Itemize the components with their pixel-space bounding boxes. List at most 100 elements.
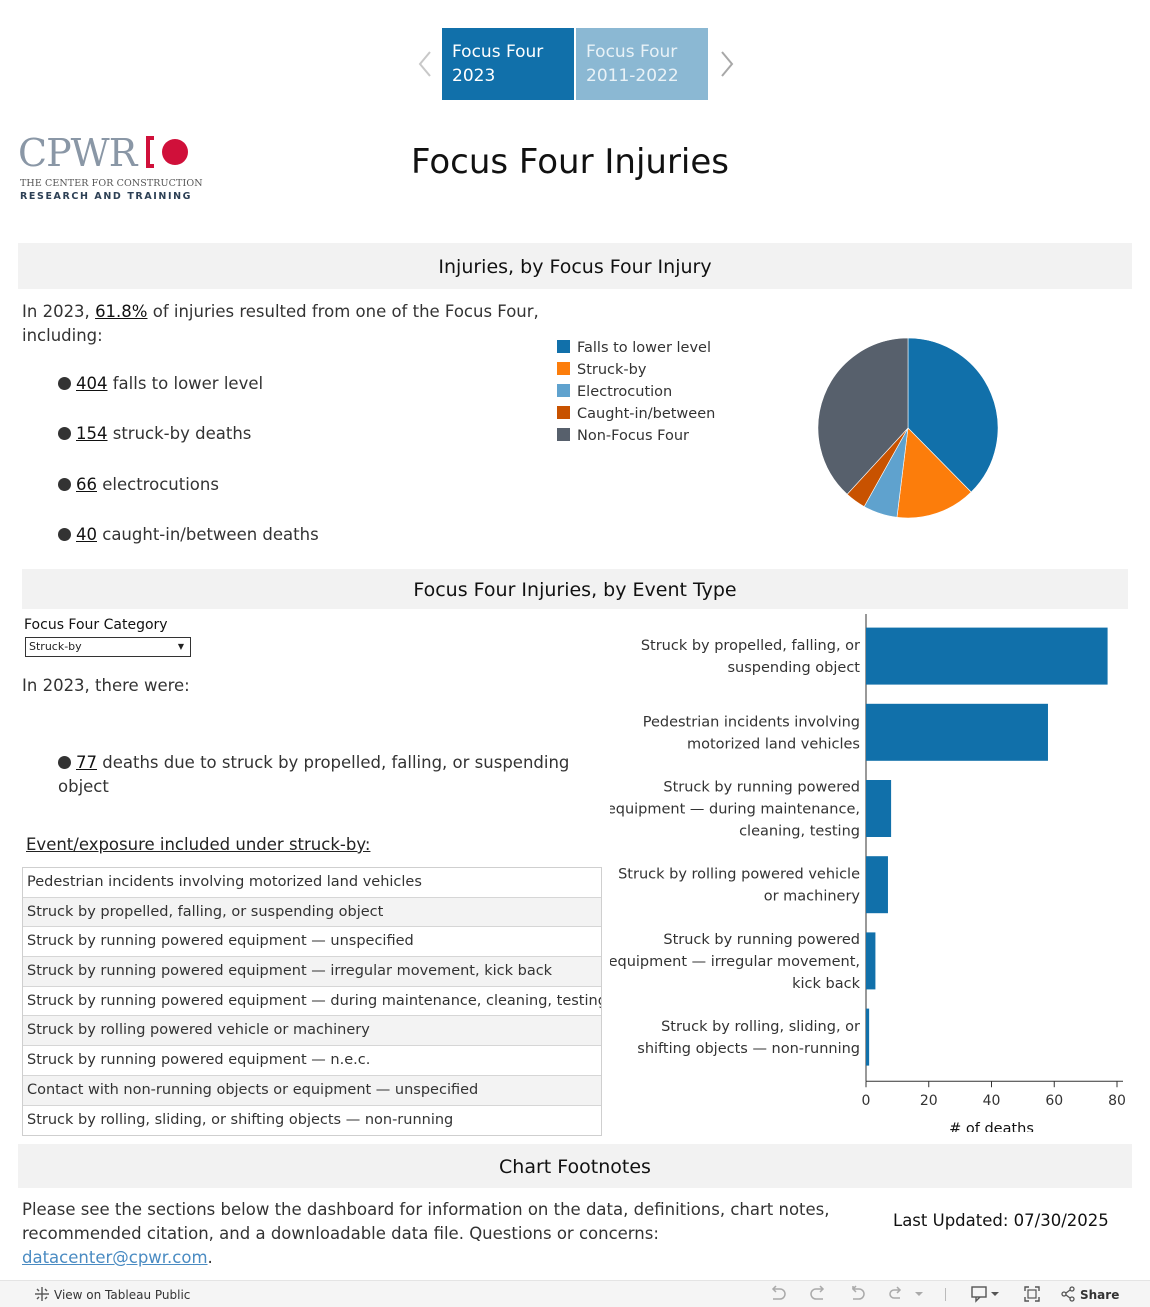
bar[interactable] (866, 703, 1048, 761)
view-label: View on Tableau Public (54, 1288, 191, 1302)
category-label-line: shifting objects — non-running (637, 1041, 860, 1057)
refresh-icon[interactable] (886, 1285, 906, 1303)
bar[interactable] (866, 1008, 870, 1066)
focus-four-category-select[interactable]: Struck-by ▼ (25, 637, 191, 657)
category-label-line: Struck by rolling, sliding, or (661, 1019, 860, 1035)
contact-email-link[interactable]: datacenter@cpwr.com (22, 1248, 208, 1267)
tab-focus-four-2023[interactable]: Focus Four 2023 (442, 28, 574, 100)
section1-intro: In 2023, 61.8% of injuries resulted from… (22, 300, 542, 348)
fullscreen-icon[interactable] (1022, 1285, 1042, 1303)
pie-slice[interactable] (896, 427, 972, 519)
table-row: Struck by running powered equipment — un… (23, 927, 601, 958)
next-tab-arrow-icon[interactable] (716, 48, 738, 80)
category-label: Struck by running powered equipment — dur… (610, 780, 860, 840)
bullet-text: deaths due to struck by propelled, falli… (58, 753, 570, 796)
legend-item[interactable]: Caught-in/between (557, 406, 715, 428)
category-label-line: kick back (792, 976, 860, 992)
legend-item[interactable]: Non-Focus Four (557, 428, 715, 450)
table-row: Contact with non-running objects or equi… (23, 1075, 601, 1106)
intro-prefix: In 2023, (22, 302, 96, 321)
redo-icon[interactable] (808, 1285, 828, 1303)
legend-item[interactable]: Struck-by (557, 362, 715, 384)
legend-swatch (557, 362, 570, 375)
pie-slice[interactable] (907, 337, 999, 493)
legend-swatch (557, 340, 570, 353)
category-label-line: motorized land vehicles (687, 736, 860, 752)
bullet-number: 40 (76, 525, 97, 544)
x-tick-label: 40 (983, 1093, 1001, 1109)
filter-selected-value: Struck-by (29, 640, 82, 653)
category-label-line: Struck by running powered (663, 780, 860, 796)
previous-tab-arrow-icon[interactable] (414, 48, 436, 80)
bullet-number: 154 (76, 424, 108, 443)
pie-legend: Falls to lower level Struck-by Electrocuti… (557, 340, 715, 450)
legend-swatch (557, 406, 570, 419)
bullet-text: falls to lower level (107, 374, 264, 393)
share-label: Share (1080, 1288, 1120, 1302)
category-label: Struck by rolling powered vehicle or mach… (618, 867, 860, 905)
bullet-electrocutions: 66 electrocutions (58, 475, 219, 494)
legend-label: Falls to lower level (577, 340, 712, 356)
category-label: Struck by propelled, falling, or suspendi… (641, 638, 860, 676)
x-tick-label: 80 (1108, 1093, 1126, 1109)
intro-percentage: 61.8% (95, 302, 148, 321)
category-label-line: Struck by propelled, falling, or (641, 638, 860, 654)
category-label: Struck by rolling, sliding, or shifting o… (637, 1019, 860, 1057)
category-label-line: Struck by rolling powered vehicle (618, 867, 860, 883)
event-table: Pedestrian incidents involving motorized… (22, 867, 602, 1137)
bullet-number: 77 (76, 753, 97, 772)
focus-four-pie-chart[interactable] (812, 332, 1004, 524)
legend-item[interactable]: Falls to lower level (557, 340, 715, 362)
legend-swatch (557, 428, 570, 441)
section-title-chart-footnotes: Chart Footnotes (18, 1144, 1132, 1188)
bullet-text: electrocutions (97, 475, 219, 494)
category-label: Struck by running powered equipment — irr… (610, 932, 861, 992)
event-type-bar-chart[interactable]: Struck by propelled, falling, or suspendi… (610, 612, 1140, 1132)
bullet-dot-icon (58, 528, 71, 541)
category-label-line: Struck by running powered (663, 932, 860, 948)
category-label: Pedestrian incidents involving motorized … (643, 714, 860, 752)
x-tick-label: 20 (920, 1093, 938, 1109)
legend-label: Electrocution (577, 384, 673, 400)
logo-tagline-2: RESEARCH AND TRAINING (20, 191, 193, 202)
tab-label-line1: Focus Four (452, 42, 544, 62)
undo-icon[interactable] (768, 1285, 788, 1303)
cpwr-logo: CPWR THE CENTER FOR CONSTRUCTION RESEARC… (18, 132, 203, 206)
bullet-text: struck-by deaths (107, 424, 252, 443)
page-title: Focus Four Injuries (410, 142, 730, 182)
legend-swatch (557, 384, 570, 397)
share-button[interactable]: Share (1060, 1286, 1119, 1302)
event-list-heading: Event/exposure included under struck-by: (26, 835, 371, 854)
table-row: Struck by rolling powered vehicle or mac… (23, 1016, 601, 1047)
tab-focus-four-2011-2022[interactable]: Focus Four 2011-2022 (576, 28, 708, 100)
tab-label-line2: 2011-2022 (586, 66, 679, 86)
bar[interactable] (866, 856, 888, 914)
revert-icon[interactable] (848, 1285, 868, 1303)
footnote-text: Please see the sections below the dashbo… (22, 1198, 852, 1270)
bar[interactable] (866, 627, 1108, 685)
logo-mark-icon (146, 136, 188, 168)
table-row: Struck by running powered equipment — n.… (23, 1046, 601, 1076)
table-row: Pedestrian incidents involving motorized… (23, 868, 601, 898)
pie-slice[interactable] (817, 337, 909, 495)
logo-tagline-1: THE CENTER FOR CONSTRUCTION (20, 178, 203, 189)
legend-item[interactable]: Electrocution (557, 384, 715, 406)
table-row: Struck by running powered equipment — du… (23, 987, 601, 1017)
bullet-dot-icon (58, 427, 71, 440)
section2-bullet: 77 deaths due to struck by propelled, fa… (58, 751, 578, 799)
bar[interactable] (866, 932, 876, 990)
pause-dropdown-icon[interactable] (912, 1285, 932, 1303)
comment-dropdown-icon[interactable] (970, 1285, 1002, 1303)
bullet-number: 66 (76, 475, 97, 494)
bullet-dot-icon (58, 756, 71, 769)
tab-label-line1: Focus Four (586, 42, 678, 62)
category-label-line: suspending object (727, 660, 860, 676)
view-on-tableau-public-link[interactable]: View on Tableau Public (34, 1286, 190, 1302)
bar[interactable] (866, 780, 892, 837)
tableau-logo-icon (35, 1287, 49, 1301)
bullet-dot-icon (58, 478, 71, 491)
toolbar-divider (945, 1288, 946, 1301)
x-tick-label: 60 (1045, 1093, 1063, 1109)
table-row: Struck by propelled, falling, or suspend… (23, 897, 601, 928)
bullet-dot-icon (58, 377, 71, 390)
